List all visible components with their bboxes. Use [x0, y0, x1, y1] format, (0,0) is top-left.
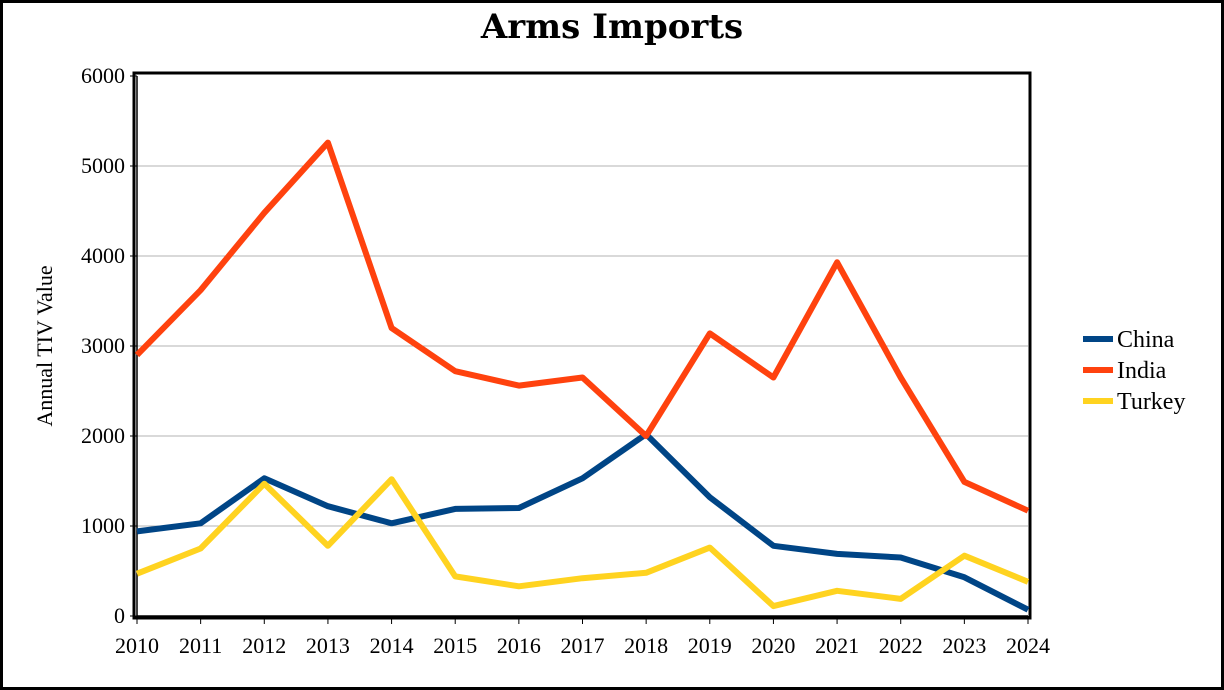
x-tick-label: 2011	[179, 633, 222, 658]
legend-label-turkey: Turkey	[1117, 389, 1185, 415]
x-tick-label: 2023	[942, 633, 986, 658]
series-line-china	[136, 431, 1030, 613]
legend: China India Turkey	[1083, 327, 1185, 415]
x-tick-label: 2018	[624, 633, 668, 658]
y-tick-label: 2000	[81, 423, 125, 448]
x-tick-label: 2013	[306, 633, 350, 658]
y-tick-label: 0	[114, 603, 125, 628]
x-tick-label: 2014	[370, 633, 414, 658]
x-tick-label: 2024	[1006, 633, 1050, 658]
y-axis-label: Annual TIV Value	[32, 265, 57, 426]
x-tick-label: 2019	[688, 633, 732, 658]
x-tick-label: 2021	[815, 633, 859, 658]
x-tick-label: 2012	[242, 633, 286, 658]
series-line-turkey	[135, 476, 1030, 610]
x-tick-label: 2016	[497, 633, 541, 658]
series-line-india	[134, 139, 1030, 514]
legend-label-india: India	[1117, 358, 1167, 384]
x-tick-label: 2022	[879, 633, 923, 658]
x-tick-label: 2015	[433, 633, 477, 658]
x-tick-label: 2020	[751, 633, 795, 658]
y-tick-label: 6000	[81, 63, 125, 88]
y-tick-label: 3000	[81, 333, 125, 358]
plot-area: 0 1000 2000 3000 4000 5000 6000 2010 2011 2012 201…	[81, 63, 1050, 658]
chart-title: Arms Imports	[480, 7, 743, 47]
y-tick-label: 4000	[81, 243, 125, 268]
x-tick-label: 2017	[561, 633, 605, 658]
legend-label-china: China	[1117, 327, 1175, 353]
y-tick-label: 1000	[81, 513, 125, 538]
y-tick-label: 5000	[81, 153, 125, 178]
x-tick-label: 2010	[115, 633, 159, 658]
